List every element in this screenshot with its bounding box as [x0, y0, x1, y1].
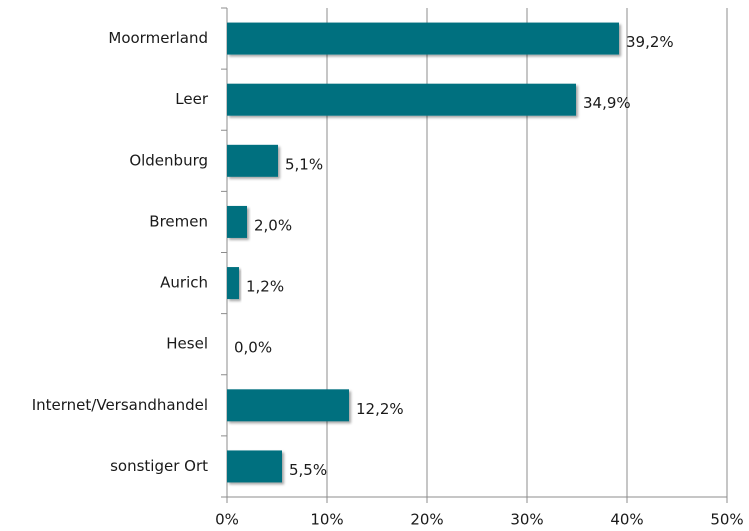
y-tick-label: Aurich — [160, 274, 208, 292]
x-tick-label: 0% — [215, 511, 239, 529]
x-tick-label: 20% — [410, 511, 443, 529]
value-label: 34,9% — [583, 94, 631, 112]
value-label: 12,2% — [356, 400, 404, 418]
y-tick-label: Internet/Versandhandel — [32, 396, 208, 414]
x-tick-label: 10% — [310, 511, 343, 529]
y-tick-label: Hesel — [166, 335, 208, 353]
bar — [227, 22, 619, 55]
value-label: 5,1% — [285, 155, 323, 173]
bar — [227, 267, 239, 300]
y-tick-label: sonstiger Ort — [110, 457, 208, 475]
value-label: 0,0% — [234, 339, 272, 357]
y-tick-label: Oldenburg — [129, 151, 208, 169]
value-label: 2,0% — [254, 216, 292, 234]
x-tick-label: 50% — [710, 511, 743, 529]
y-tick-label: Bremen — [149, 212, 208, 230]
bar — [227, 205, 247, 238]
x-tick-label: 30% — [510, 511, 543, 529]
bar — [227, 83, 576, 116]
value-label: 39,2% — [626, 33, 674, 51]
y-tick-label: Moormerland — [108, 29, 208, 47]
bar — [227, 389, 349, 422]
x-tick-label: 40% — [610, 511, 643, 529]
value-label: 1,2% — [246, 278, 284, 296]
bar — [227, 450, 282, 483]
bar — [227, 144, 278, 177]
y-tick-label: Leer — [175, 90, 209, 108]
value-label: 5,5% — [289, 461, 327, 479]
